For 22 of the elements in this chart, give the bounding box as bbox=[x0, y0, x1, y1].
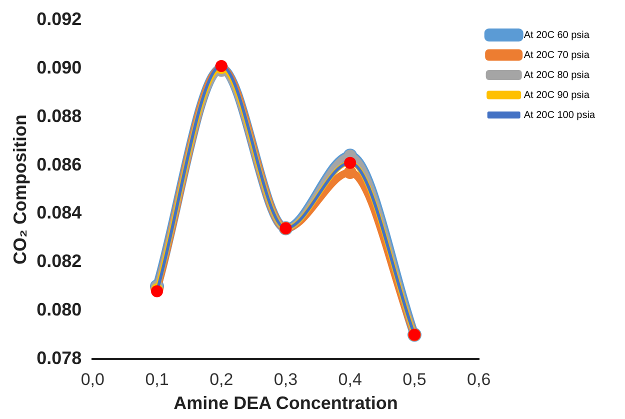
y-tick-label: 0.084 bbox=[36, 202, 82, 223]
x-tick-label: 0,1 bbox=[145, 370, 169, 389]
x-tick-label: 0,0 bbox=[80, 370, 104, 389]
y-tick-label: 0.092 bbox=[36, 8, 82, 29]
y-tick-label: 0.086 bbox=[36, 154, 82, 174]
x-tick-label: 0,6 bbox=[467, 370, 491, 389]
legend-label: At 20C 100 psia bbox=[524, 110, 596, 121]
y-axis-title: CO₂ Composition bbox=[10, 114, 30, 264]
x-tick-label: 0,5 bbox=[402, 370, 426, 389]
legend-label: At 20C 70 psia bbox=[524, 50, 590, 61]
y-tick-label: 0.080 bbox=[36, 300, 82, 320]
legend-label: At 20C 90 psia bbox=[524, 90, 590, 101]
y-tick-label: 0.088 bbox=[36, 106, 82, 126]
y-tick-label: 0.078 bbox=[36, 348, 82, 368]
x-tick-label: 0,2 bbox=[210, 370, 234, 389]
x-axis-title: Amine DEA Concentration bbox=[174, 393, 398, 414]
x-tick-label: 0,4 bbox=[338, 370, 362, 389]
x-tick-label: 0,3 bbox=[274, 370, 298, 389]
y-tick-label: 0.082 bbox=[36, 251, 82, 272]
y-tick-label: 0.090 bbox=[36, 57, 82, 78]
legend-label: At 20C 80 psia bbox=[524, 70, 590, 81]
legend-label: At 20C 60 psia bbox=[524, 30, 590, 41]
